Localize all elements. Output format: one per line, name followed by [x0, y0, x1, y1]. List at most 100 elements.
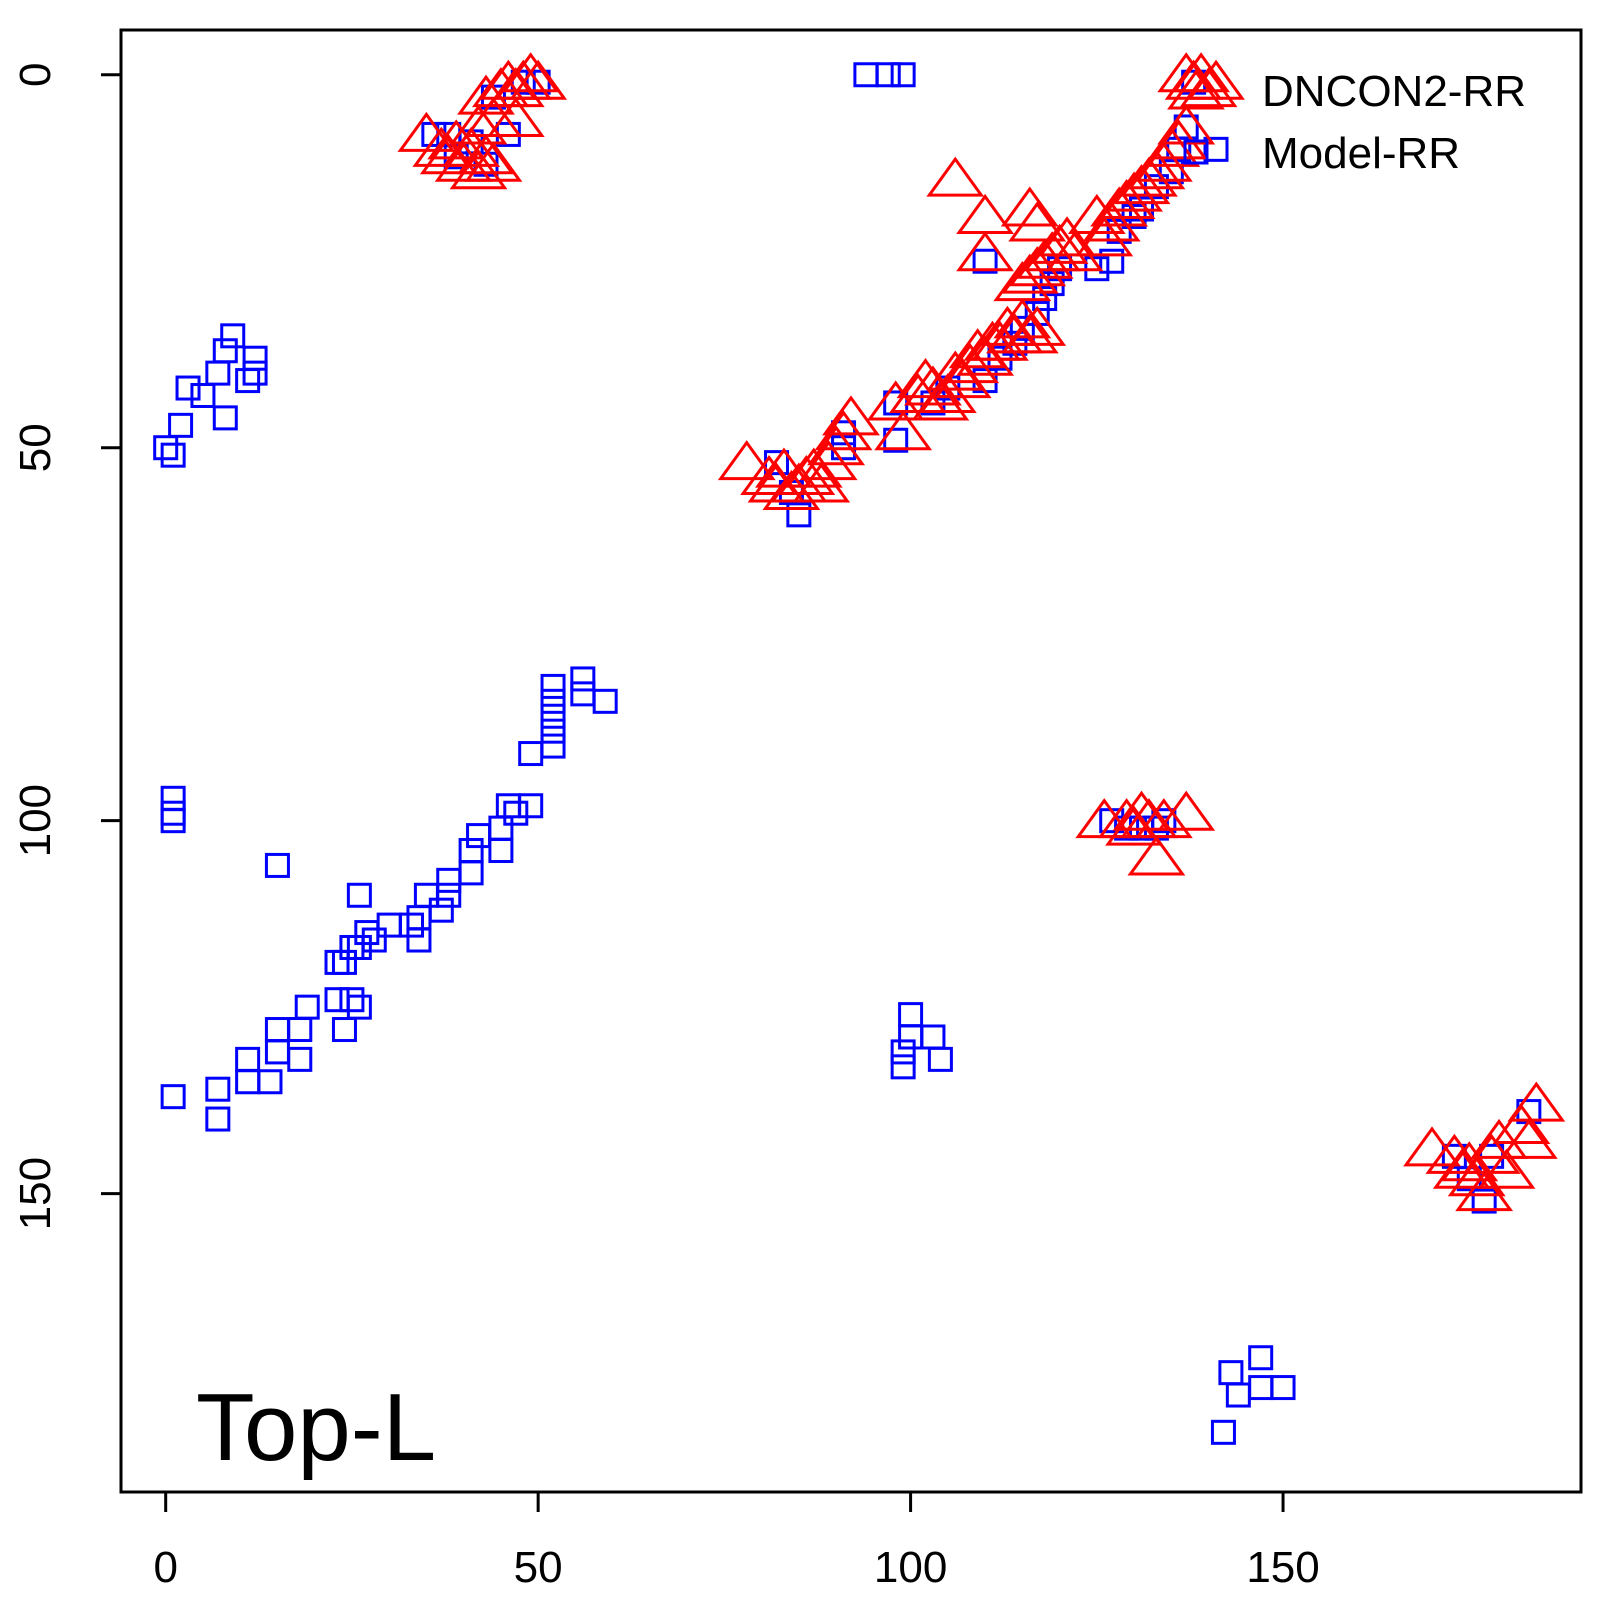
- model-rr-point: [1151, 808, 1177, 834]
- model-rr-point: [287, 1046, 313, 1072]
- model-rr-point: [428, 897, 454, 923]
- dncon2-rr-point: [1455, 1171, 1514, 1212]
- dncon2-rr-point: [486, 67, 545, 108]
- model-rr-point: [346, 934, 372, 960]
- y-tick-label: 150: [11, 1157, 60, 1230]
- model-rr-point: [1248, 1375, 1274, 1401]
- model-rr-point: [406, 905, 432, 931]
- dncon2-rr-point: [933, 358, 992, 399]
- model-rr-point: [160, 808, 186, 834]
- dncon2-rr-point: [1127, 835, 1186, 876]
- dncon2-rr-point: [1492, 1103, 1551, 1144]
- model-rr-point: [175, 375, 201, 401]
- dncon2-rr-point: [1097, 178, 1156, 220]
- chart-annotation: Top-L: [196, 1374, 436, 1481]
- dncon2-rr-point: [1000, 186, 1059, 227]
- dncon2-rr-point: [1112, 164, 1171, 205]
- dncon2-rr-point: [427, 119, 486, 160]
- x-axis: 0 50 100 150: [153, 1490, 1320, 1592]
- x-tick-label: 150: [1246, 1543, 1319, 1592]
- model-rr-point: [495, 793, 521, 819]
- dncon2-rr-point: [464, 141, 523, 182]
- model-rr-point: [466, 823, 492, 849]
- model-rr-point: [436, 867, 462, 893]
- dncon2-rr-point: [956, 231, 1015, 272]
- dncon2-rr-point: [509, 59, 568, 100]
- model-rr-point: [190, 383, 216, 408]
- model-rr-point: [153, 435, 179, 461]
- dncon2-rr-point: [1120, 156, 1178, 197]
- dncon2-rr-point: [1507, 1081, 1566, 1122]
- model-rr-point: [488, 838, 514, 864]
- dncon2-rr-point: [412, 126, 471, 167]
- model-rr-point: [264, 1017, 290, 1043]
- dncon2-rr-point: [1432, 1148, 1491, 1189]
- dncon2-rr-point: [993, 298, 1052, 339]
- legend: DNCON2-RR Model-RR: [1167, 67, 1526, 178]
- dncon2-rr-point: [941, 343, 1000, 384]
- dncon2-rr-point: [1038, 216, 1096, 257]
- model-rr-point: [294, 994, 320, 1020]
- model-rr-point: [1099, 248, 1125, 274]
- dncon2-rr-point: [777, 454, 836, 496]
- dncon2-rr-point: [1090, 186, 1149, 227]
- dncon2-rr-point: [1127, 149, 1186, 190]
- model-rr-point: [212, 338, 238, 364]
- model-rr-point: [853, 62, 879, 88]
- model-rr-point: [1210, 1419, 1236, 1445]
- model-rr-point: [331, 949, 357, 975]
- y-tick-label: 50: [11, 423, 60, 472]
- dncon2-rr-point: [1403, 1126, 1461, 1167]
- dncon2-rr-point: [874, 410, 933, 451]
- model-rr-point: [592, 688, 618, 714]
- model-rr-point: [890, 1039, 916, 1065]
- dncon2-rr-point: [1425, 1133, 1484, 1174]
- model-rr-point: [413, 882, 439, 908]
- model-rr-point: [540, 673, 566, 699]
- model-rr-point: [488, 815, 514, 841]
- dncon2-rr-point: [449, 104, 508, 145]
- model-rr-point: [160, 785, 186, 811]
- model-rr-point: [458, 838, 484, 864]
- model-rr-point: [920, 1024, 946, 1050]
- model-rr-point: [436, 882, 462, 908]
- dncon2-rr-point: [1440, 1141, 1499, 1182]
- dncon2-rr-point: [1179, 67, 1238, 108]
- model-rr-point: [1009, 315, 1035, 341]
- model-rr-point: [242, 360, 268, 386]
- plot-frame: [119, 28, 1583, 1494]
- dncon2-rr-point: [501, 52, 560, 93]
- model-rr-point: [331, 1017, 357, 1043]
- dncon2-rr-point: [956, 335, 1015, 376]
- model-rr-point: [339, 934, 365, 960]
- legend-label-dncon2: DNCON2-RR: [1262, 67, 1526, 116]
- model-rr-point: [361, 927, 387, 953]
- model-rr-point: [399, 912, 425, 938]
- legend-triangle-marker: [1167, 69, 1225, 110]
- dncon2-rr-point: [956, 193, 1015, 234]
- model-rr-point: [890, 1054, 916, 1080]
- model-rr-point: [220, 323, 246, 349]
- model-rr-point: [235, 1046, 261, 1072]
- model-rr-point: [346, 882, 372, 908]
- model-rr-point: [1218, 1360, 1244, 1386]
- model-rr-point: [972, 248, 998, 274]
- legend-label-model: Model-RR: [1262, 129, 1460, 178]
- dncon2-rr-point: [434, 141, 493, 182]
- model-rr-point: [1471, 1188, 1497, 1214]
- x-tick-label: 0: [153, 1543, 177, 1592]
- model-rr-point: [1225, 1382, 1251, 1408]
- model-rr-point: [518, 793, 544, 819]
- model-rr-point: [287, 1017, 313, 1043]
- model-rr-point: [160, 1084, 186, 1110]
- model-rr-point: [540, 703, 566, 729]
- dncon2-rr-point: [1008, 305, 1067, 346]
- dncon2-rr-point: [464, 96, 523, 138]
- model-rr-point: [346, 994, 372, 1020]
- model-rr-point: [406, 927, 432, 953]
- dncon2-rr-point: [457, 134, 515, 175]
- model-rr-point: [898, 1024, 924, 1050]
- dncon2-rr-point: [717, 440, 776, 481]
- dncon2-rr-point: [1000, 313, 1059, 354]
